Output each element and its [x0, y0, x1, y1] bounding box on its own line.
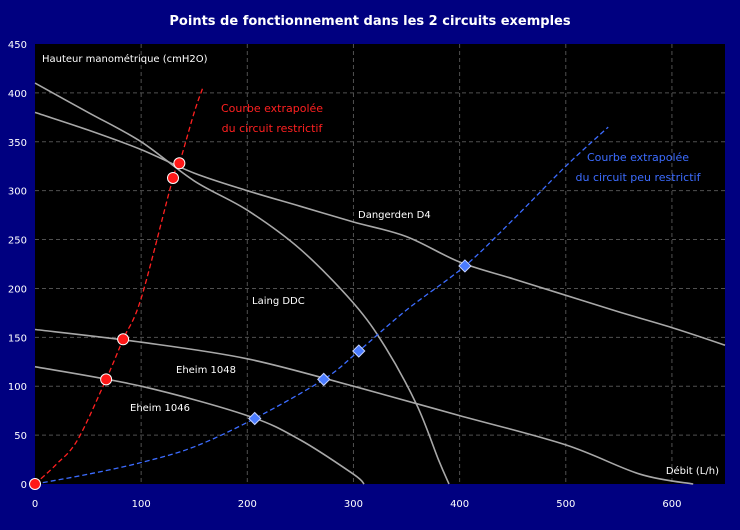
system-curve-label: du circuit restrictif: [222, 122, 324, 135]
y-tick-label: 450: [8, 40, 27, 51]
x-tick-label: 100: [132, 499, 151, 510]
operating-point-marker: [248, 411, 262, 426]
system-curve-label: Courbe extrapolée: [221, 102, 323, 115]
pump-curve-label: Eheim 1048: [176, 365, 236, 376]
pump-curve-label: Dangerden D4: [358, 210, 431, 221]
operating-point-marker: [100, 373, 113, 386]
chart-title: Points de fonctionnement dans les 2 circ…: [169, 14, 570, 29]
pump-curve: [34, 111, 726, 346]
y-tick-label: 400: [8, 89, 27, 100]
y-tick-label: 250: [8, 236, 27, 247]
tick-labels: 0 100 200 300 400 500 600 0 50 100 150 200 250 300 350…: [8, 40, 682, 510]
pump-curve: [34, 82, 450, 485]
system-curve: [34, 126, 609, 485]
operating-points: [29, 157, 472, 490]
operating-point-marker: [167, 171, 179, 184]
operating-point-marker: [29, 478, 41, 490]
y-tick-label: 150: [8, 333, 27, 344]
x-tick-label: 0: [32, 499, 38, 510]
system-curve: [34, 87, 204, 485]
operating-point-marker: [117, 333, 130, 346]
x-tick-label: 300: [344, 499, 363, 510]
operating-point-marker: [173, 157, 186, 170]
y-tick-label: 50: [14, 431, 27, 442]
y-tick-label: 200: [8, 284, 27, 295]
curve-labels: Dangerden D4 Laing DDC Eheim 1048 Eheim 104…: [130, 102, 702, 414]
operating-point-marker: [317, 372, 331, 387]
system-curve-label: Courbe extrapolée: [587, 151, 689, 164]
y-tick-label: 0: [21, 480, 27, 491]
operating-point-marker: [352, 344, 366, 358]
pump-curve-label: Laing DDC: [252, 296, 305, 307]
y-tick-label: 350: [8, 138, 27, 149]
y-tick-label: 100: [8, 382, 27, 393]
system-curve-label: du circuit peu restrictif: [576, 171, 702, 184]
pump-curve: [34, 328, 694, 485]
x-tick-label: 400: [450, 499, 469, 510]
y-tick-label: 300: [8, 187, 27, 198]
y-axis-label: Hauteur manométrique (cmH2O): [42, 53, 208, 65]
x-tick-label: 200: [238, 499, 257, 510]
plot-area: [35, 44, 725, 484]
x-axis-label: Débit (L/h): [666, 465, 719, 477]
operating-point-marker: [458, 259, 472, 273]
pump-curve-label: Eheim 1046: [130, 403, 190, 414]
x-tick-label: 600: [662, 499, 681, 510]
system-curves: [34, 87, 609, 485]
x-tick-label: 500: [556, 499, 575, 510]
grid-lines: [35, 44, 725, 484]
